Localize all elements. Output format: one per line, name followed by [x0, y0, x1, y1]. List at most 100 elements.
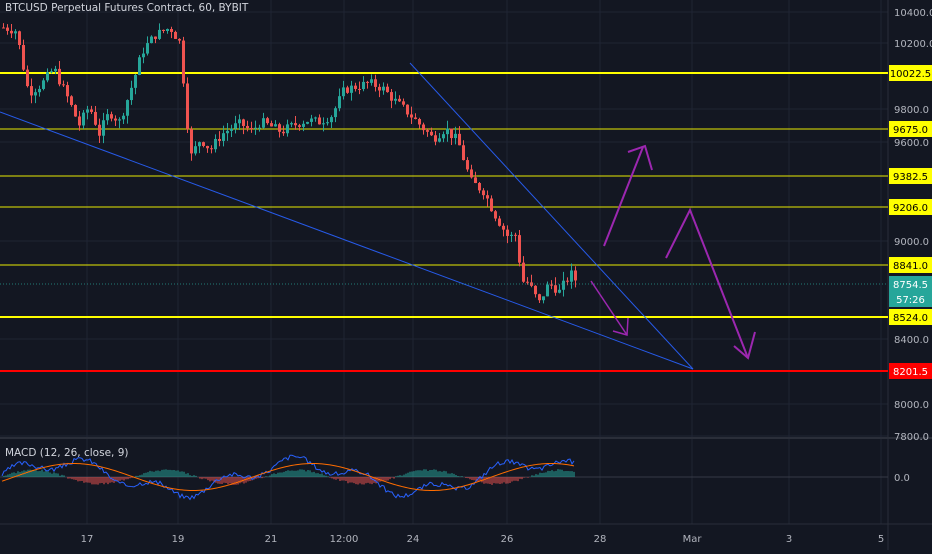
candle-body: [482, 190, 485, 196]
candle-body: [206, 145, 209, 149]
level-price-label: 9382.5: [893, 172, 928, 183]
projection-up-arrow: [603, 146, 644, 247]
candle-body: [270, 123, 273, 127]
candle-body: [250, 128, 253, 130]
candle-body: [454, 133, 457, 139]
candle-body: [286, 124, 289, 134]
candle-body: [258, 127, 261, 129]
candle-body: [18, 31, 21, 46]
candle-body: [442, 134, 445, 139]
candle-body: [6, 27, 9, 31]
candle-body: [422, 124, 425, 131]
candle-body: [46, 72, 49, 81]
candle-body: [190, 129, 193, 154]
candle-body: [538, 294, 541, 301]
x-tick-label: 26: [501, 534, 514, 545]
candle-body: [218, 138, 221, 141]
candle-body: [78, 116, 81, 126]
candle-body: [58, 68, 61, 85]
candle-body: [298, 125, 301, 127]
candle-body: [182, 40, 185, 84]
y-tick-label: 10400.0: [894, 8, 932, 19]
candle-body: [306, 121, 309, 124]
candle-body: [222, 133, 225, 141]
x-tick-label: 5: [878, 534, 884, 545]
candle-body: [114, 118, 117, 121]
candle-body: [542, 296, 545, 301]
candle-body: [22, 45, 25, 70]
candle-body: [426, 130, 429, 132]
candle-body: [158, 29, 161, 39]
candle-body: [374, 79, 377, 87]
y-tick-label: 8400.0: [894, 335, 929, 346]
x-tick-label: 17: [81, 534, 94, 545]
projection-zigzag-arrow: [665, 207, 749, 359]
upper-trendline: [409, 62, 694, 370]
candle-body: [282, 131, 285, 134]
candle-body: [570, 270, 573, 282]
candle-body: [162, 29, 165, 32]
candle-body: [546, 284, 549, 297]
candle-body: [166, 29, 169, 32]
candle-body: [338, 96, 341, 109]
candle-body: [402, 101, 405, 105]
candle-body: [174, 31, 177, 39]
level-price-label: 8841.0: [893, 261, 928, 272]
candle-body: [558, 289, 561, 293]
candle-body: [410, 114, 413, 118]
candle-body: [414, 117, 417, 119]
x-tick-label: 24: [407, 534, 420, 545]
level-price-badge: [889, 363, 932, 379]
candle-body: [274, 124, 277, 127]
candle-body: [358, 88, 361, 90]
candle-body: [386, 86, 389, 93]
candle-body: [494, 211, 497, 219]
y-tick-label: 9600.0: [894, 138, 929, 149]
candle-body: [14, 31, 17, 34]
candle-body: [90, 109, 93, 112]
candle-body: [54, 68, 57, 72]
level-price-label: 8201.5: [893, 367, 928, 378]
candle-body: [314, 117, 317, 119]
level-price-label: 8524.0: [893, 313, 928, 324]
candle-body: [202, 142, 205, 146]
countdown-badge: [889, 292, 932, 307]
candle-body: [470, 169, 473, 178]
level-price-badge: [889, 168, 932, 184]
candle-body: [110, 114, 113, 119]
candle-body: [394, 98, 397, 101]
level-price-badge: [889, 257, 932, 273]
candle-body: [146, 43, 149, 54]
candle-body: [514, 234, 517, 236]
candle-body: [98, 124, 101, 136]
candle-body: [526, 281, 529, 283]
candle-body: [434, 135, 437, 142]
candle-body: [294, 123, 297, 126]
candle-body: [278, 124, 281, 132]
candle-body: [242, 119, 245, 126]
level-price-badge: [889, 309, 932, 325]
candle-body: [498, 218, 501, 226]
macd-zero-label: 0.0: [894, 473, 910, 484]
y-tick-label: 8000.0: [894, 400, 929, 411]
lower-trendline: [0, 111, 694, 370]
current-price-label: 8754.5: [893, 280, 928, 291]
candle-body: [390, 92, 393, 101]
candle-body: [262, 118, 265, 128]
candle-body: [234, 123, 237, 129]
candle-body: [534, 285, 537, 295]
candle-body: [478, 183, 481, 191]
countdown-label: 57:26: [896, 295, 925, 306]
level-price-badge: [889, 65, 932, 81]
candle-body: [474, 177, 477, 184]
candle-body: [446, 128, 449, 135]
candles: [2, 23, 577, 304]
candle-body: [522, 262, 525, 282]
candle-body: [210, 148, 213, 150]
y-tick-label: 9000.0: [894, 237, 929, 248]
candle-body: [378, 86, 381, 91]
candle-body: [398, 98, 401, 102]
projection-short-arrowhead: [612, 317, 629, 336]
